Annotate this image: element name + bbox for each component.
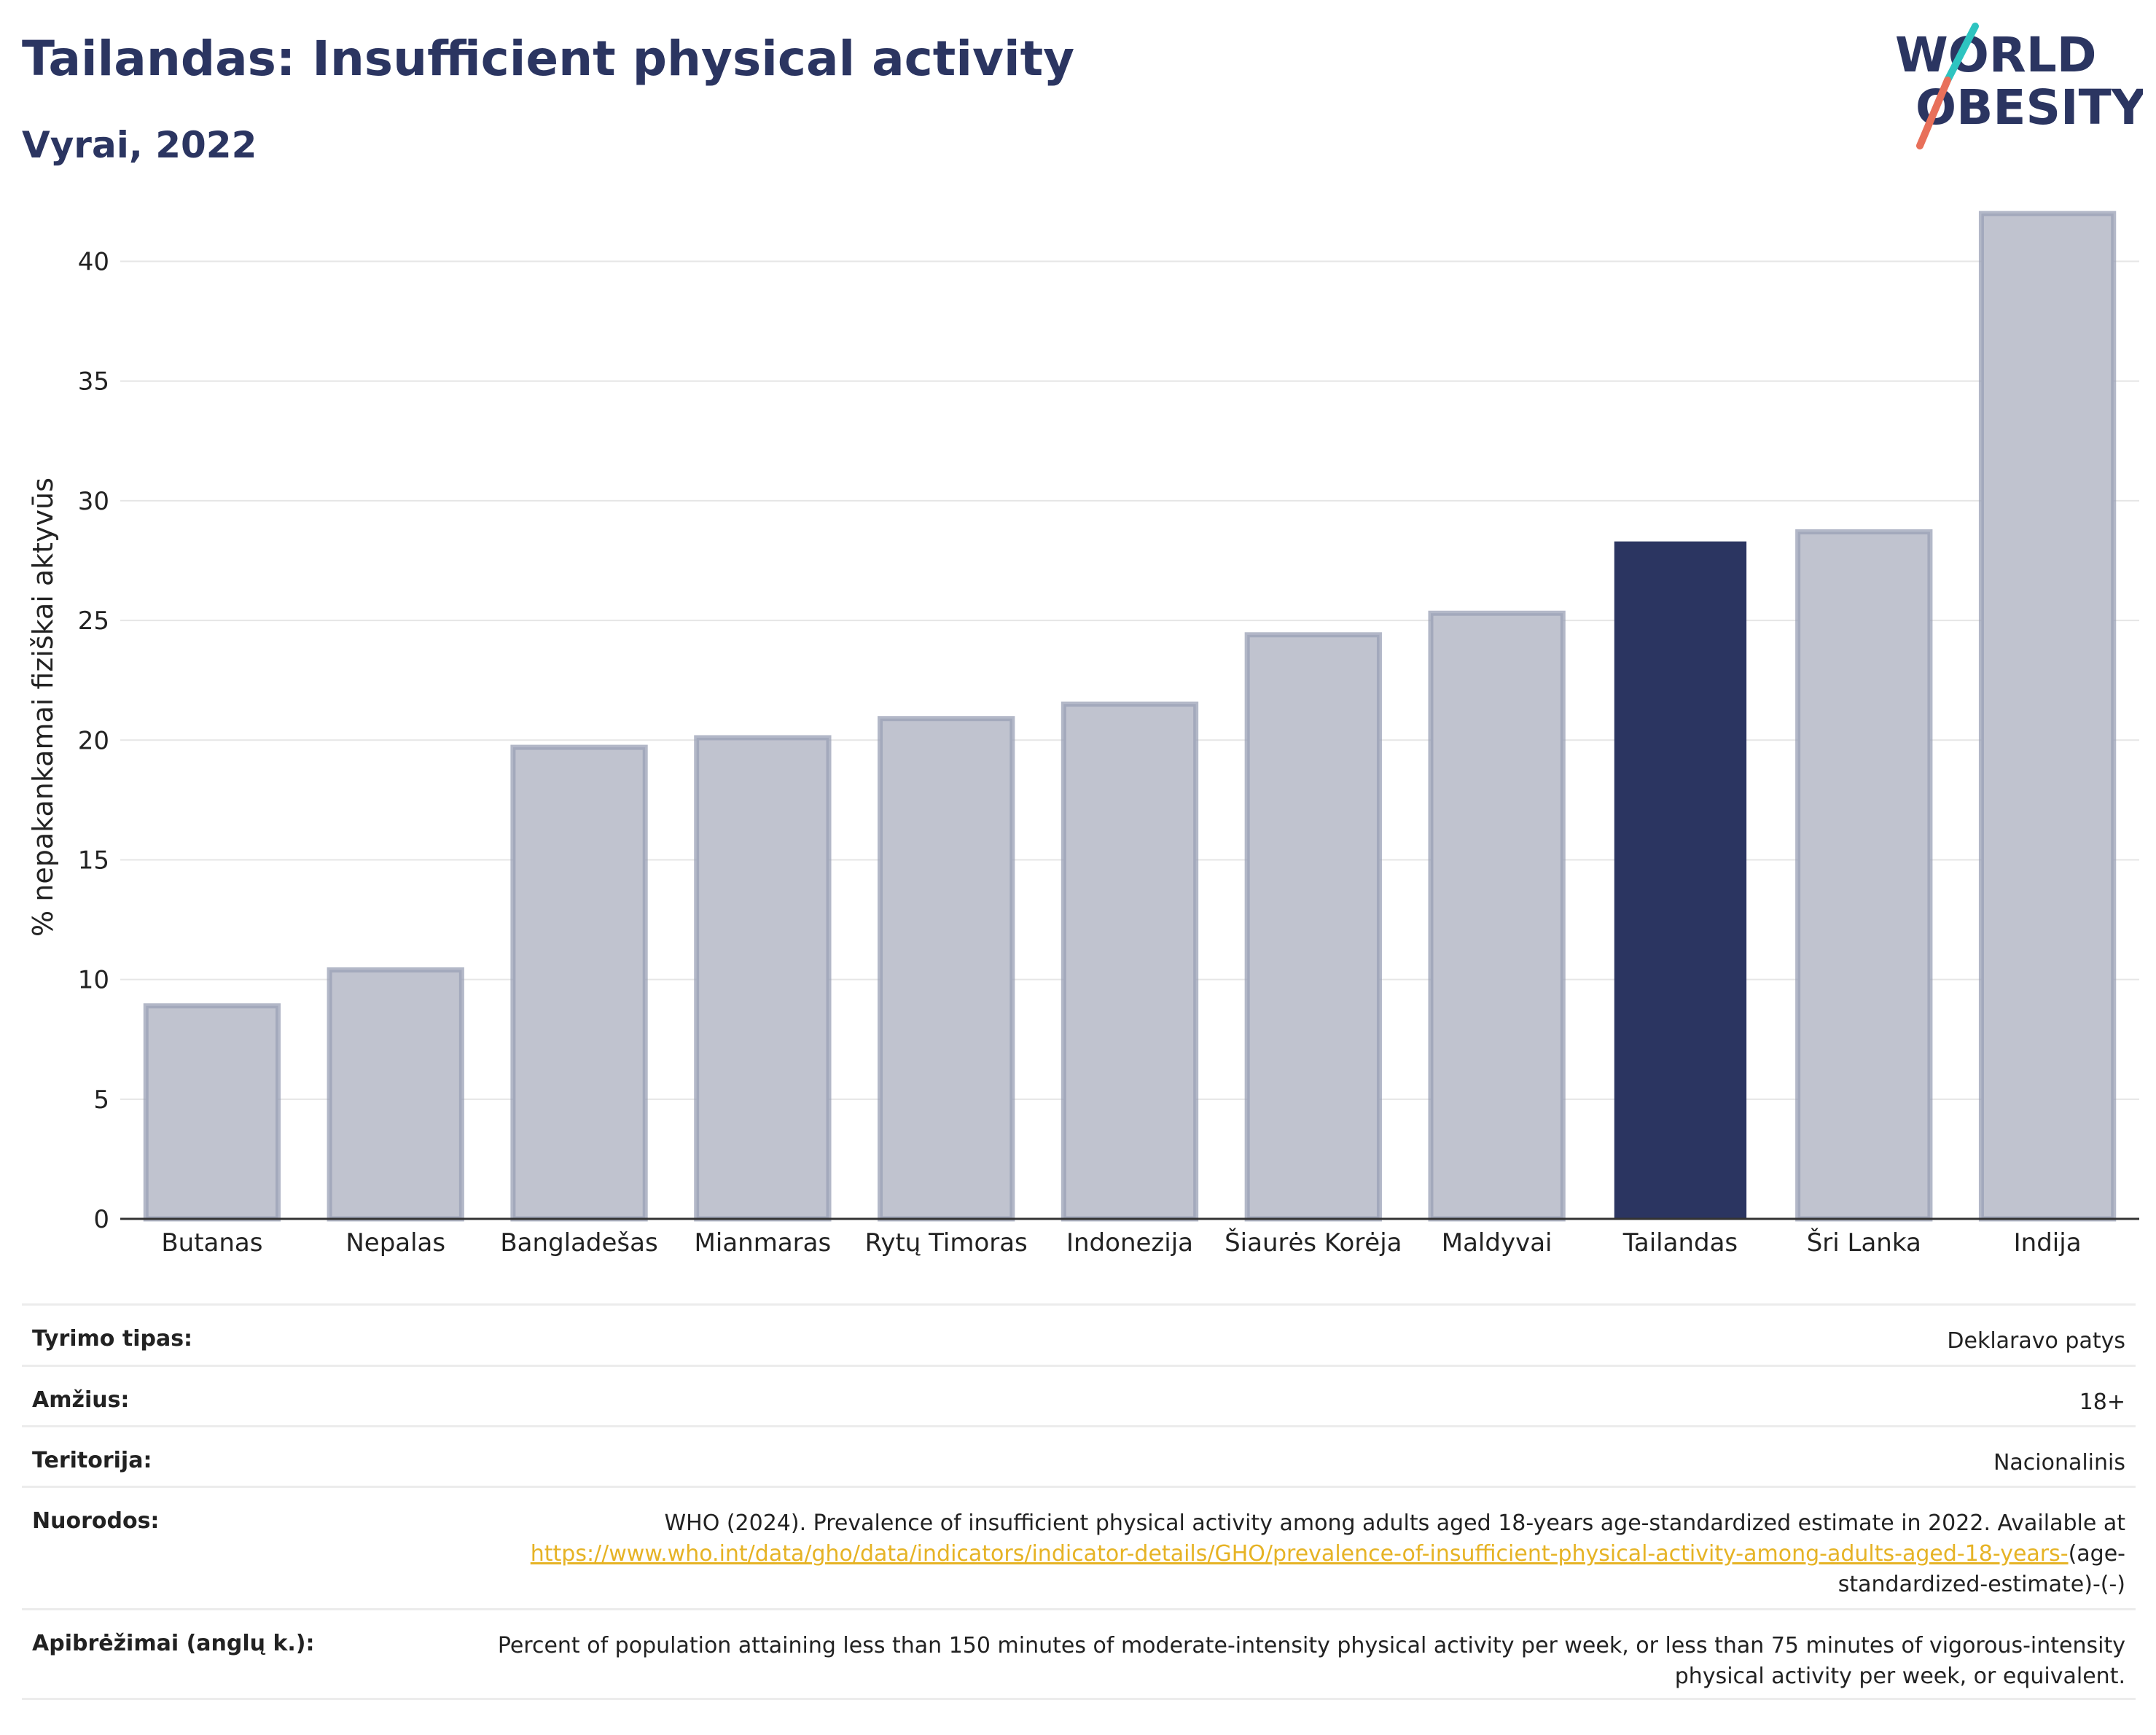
bars xyxy=(143,211,2117,1222)
meta-value: Deklaravo patys xyxy=(1947,1328,2125,1354)
x-tick-label: Bangladešas xyxy=(500,1228,657,1258)
y-tick-label: 35 xyxy=(78,367,109,397)
reference-text: WHO (2024). Prevalence of insufficient p… xyxy=(664,1510,2125,1536)
logo-line1: WORLD xyxy=(1895,27,2097,83)
meta-row-references: Nuorodos: WHO (2024). Prevalence of insu… xyxy=(22,1486,2136,1608)
logo-line2: OBESITY xyxy=(1915,79,2143,136)
bar-Bangladešas[interactable] xyxy=(510,744,648,1222)
y-axis-label: % nepakankamai fiziškai aktyvūs xyxy=(27,477,59,937)
y-tick-label: 15 xyxy=(78,846,109,875)
meta-label: Teritorija: xyxy=(32,1448,152,1473)
meta-row-definitions: Apibrėžimai (anglų k.): Percent of popul… xyxy=(22,1608,2136,1700)
bar-Butanas[interactable] xyxy=(143,1003,281,1222)
logo-slash-coral xyxy=(1916,77,1951,149)
y-tick-label: 10 xyxy=(78,966,109,995)
y-tick-label: 20 xyxy=(78,726,109,755)
logo-slash-teal xyxy=(1944,23,1979,84)
meta-value: Nacionalinis xyxy=(1993,1450,2125,1475)
chart-subtitle: Vyrai, 2022 xyxy=(22,124,257,166)
bar-Šri Lanka[interactable] xyxy=(1795,529,1933,1222)
bar-Nepalas[interactable] xyxy=(327,967,464,1222)
reference-link[interactable]: https://www.who.int/data/gho/data/indica… xyxy=(530,1541,2069,1567)
meta-label: Amžius: xyxy=(32,1387,130,1413)
x-tick-label: Šri Lanka xyxy=(1807,1228,1921,1258)
meta-row-age: Amžius: 18+ xyxy=(22,1365,2136,1425)
x-tick-label: Indija xyxy=(2014,1228,2082,1258)
x-tick-label: Rytų Timoras xyxy=(865,1228,1028,1258)
x-tick-label: Butanas xyxy=(161,1228,262,1258)
metadata-table: Tyrimo tipas: Deklaravo patys Amžius: 18… xyxy=(22,1303,2136,1700)
x-tick-label: Mianmaras xyxy=(695,1228,832,1258)
bar-Indija[interactable] xyxy=(1978,211,2117,1222)
y-tick-label: 5 xyxy=(93,1085,109,1115)
meta-value: Percent of population attaining less tha… xyxy=(497,1633,2125,1689)
bar-Šiaurės Korėja[interactable] xyxy=(1244,632,1382,1222)
bar-chart: 0 5 10 15 20 25 30 35 40 Butanas Nepalas Bangladeš… xyxy=(27,211,2139,1258)
y-tick-label: 40 xyxy=(78,248,109,277)
chart-title: Tailandas: Insufficient physical activit… xyxy=(22,31,1075,87)
y-tick-label: 0 xyxy=(93,1205,109,1234)
meta-label: Tyrimo tipas: xyxy=(32,1326,193,1352)
x-axis-labels: Butanas Nepalas Bangladešas Mianmaras Rytų T… xyxy=(161,1228,2081,1258)
x-tick-label: Šiaurės Korėja xyxy=(1225,1228,1402,1258)
meta-value: 18+ xyxy=(2079,1389,2125,1415)
meta-row-survey-type: Tyrimo tipas: Deklaravo patys xyxy=(22,1303,2136,1365)
x-tick-label: Tailandas xyxy=(1622,1228,1738,1258)
meta-value: WHO (2024). Prevalence of insufficient p… xyxy=(449,1508,2125,1600)
meta-label: Apibrėžimai (anglų k.): xyxy=(32,1631,315,1656)
y-axis-ticks: 0 5 10 15 20 25 30 35 40 xyxy=(78,248,109,1234)
x-tick-label: Maldyvai xyxy=(1442,1228,1552,1258)
bar-Maldyvai[interactable] xyxy=(1428,610,1566,1222)
x-tick-label: Indonezija xyxy=(1066,1228,1193,1258)
bar-Tailandas[interactable] xyxy=(1614,541,1747,1219)
y-tick-label: 25 xyxy=(78,607,109,636)
x-tick-label: Nepalas xyxy=(345,1228,445,1258)
bar-Rytų Timoras[interactable] xyxy=(878,716,1015,1222)
meta-row-territory: Teritorija: Nacionalinis xyxy=(22,1425,2136,1486)
y-tick-label: 30 xyxy=(78,487,109,516)
world-obesity-logo: WORLD OBESITY xyxy=(1895,23,2143,149)
meta-label: Nuorodos: xyxy=(32,1508,160,1534)
bar-Indonezija[interactable] xyxy=(1061,701,1199,1222)
reference-text-after: (age-standardized-estimate)-(-) xyxy=(1837,1541,2125,1597)
bar-Mianmaras[interactable] xyxy=(694,735,832,1222)
